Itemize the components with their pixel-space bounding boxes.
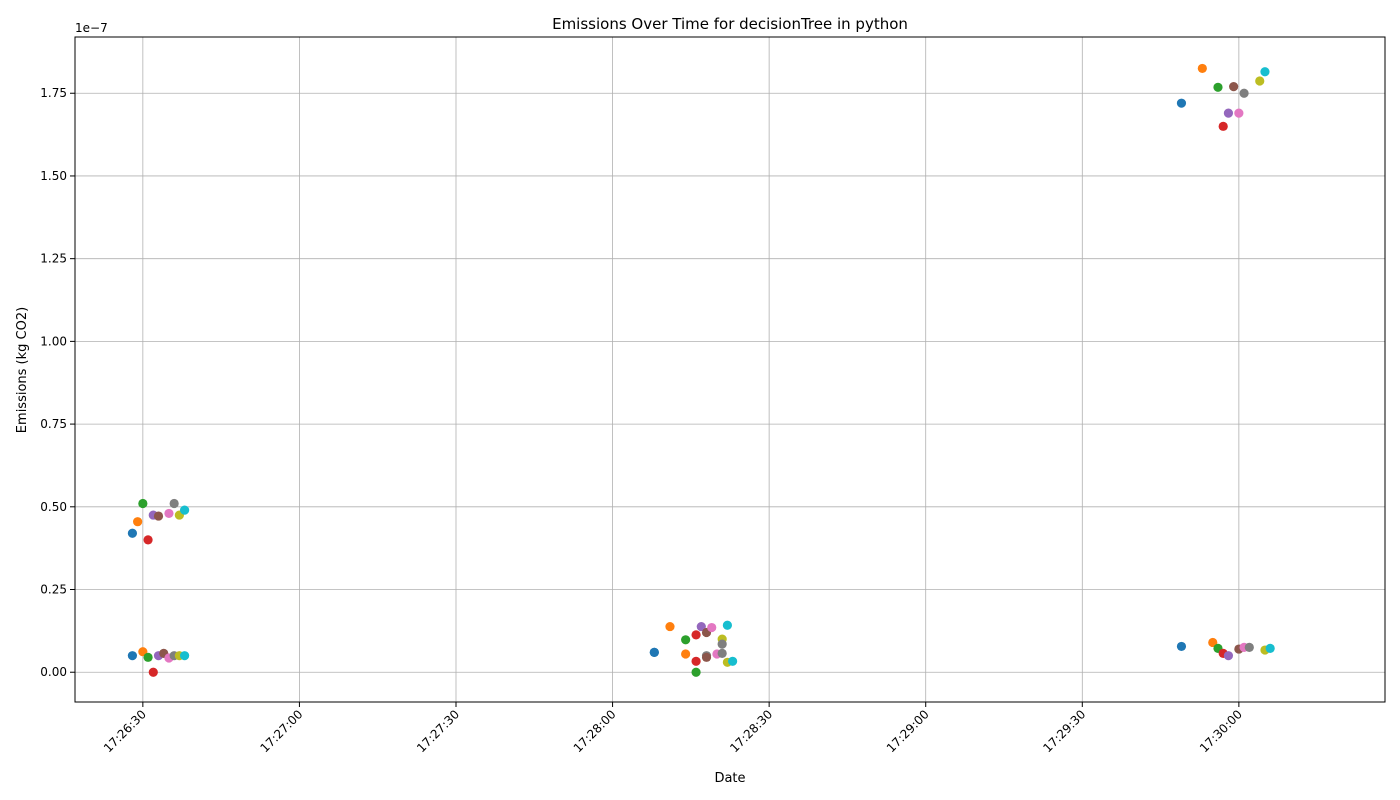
data-point (696, 621, 706, 632)
y-tick-label: 0.00 (40, 665, 67, 679)
data-point (133, 517, 143, 527)
x-tick-label: 17:29:30 (1040, 707, 1088, 755)
chart-title: Emissions Over Time for decisionTree in … (552, 15, 908, 33)
data-point (728, 656, 738, 666)
data-point (1260, 67, 1270, 77)
y-tick-label: 0.25 (40, 583, 67, 597)
data-point (681, 649, 691, 659)
y-tick-label: 1.50 (40, 169, 67, 183)
data-point (1255, 76, 1265, 86)
data-point (707, 622, 717, 633)
data-point (1176, 98, 1187, 108)
data-point (1239, 88, 1249, 98)
plot-frame (74, 36, 1386, 703)
data-point (1223, 651, 1234, 661)
data-point (1176, 641, 1187, 652)
axis-ticks: 17:26:30 17:27:00 17:27:30 17:28:00 17:28:30… (40, 86, 1245, 755)
data-point (180, 505, 190, 515)
data-point (717, 648, 727, 658)
y-tick-label: 0.75 (40, 417, 67, 431)
data-point (1265, 643, 1275, 654)
data-points (127, 63, 1275, 677)
data-point (164, 508, 174, 519)
data-point (1218, 121, 1228, 131)
data-point (701, 652, 712, 662)
data-point (1234, 108, 1244, 118)
data-point (1197, 63, 1207, 74)
data-point (665, 621, 675, 632)
y-tick-label: 0.50 (40, 500, 67, 514)
x-tick-label: 17:28:00 (571, 707, 619, 755)
grid-lines (75, 37, 1385, 702)
x-tick-label: 17:26:30 (101, 707, 149, 755)
data-point (143, 652, 153, 662)
data-point (649, 647, 659, 657)
data-point (691, 656, 701, 666)
y-axis-offset-label: 1e−7 (75, 21, 108, 35)
x-tick-label: 17:27:30 (414, 707, 462, 755)
x-tick-label: 17:30:00 (1197, 707, 1245, 755)
data-point (148, 667, 158, 677)
y-tick-label: 1.75 (40, 86, 67, 100)
data-point (153, 511, 164, 521)
data-point (180, 651, 190, 661)
data-point (681, 635, 691, 645)
data-point (1213, 82, 1223, 92)
y-tick-label: 1.25 (40, 252, 67, 266)
data-point (138, 498, 148, 509)
x-tick-label: 17:27:00 (258, 707, 306, 755)
y-axis-label: Emissions (kg CO2) (15, 307, 30, 433)
data-point (691, 630, 701, 640)
x-axis-label: Date (714, 771, 745, 786)
data-point (1229, 82, 1239, 92)
x-tick-label: 17:29:00 (884, 707, 932, 755)
data-point (143, 535, 153, 545)
data-point (1244, 642, 1254, 653)
y-tick-label: 1.00 (40, 334, 67, 348)
data-point (691, 667, 701, 677)
data-point (1208, 637, 1218, 648)
data-point (722, 620, 732, 630)
x-tick-label: 17:28:30 (727, 707, 775, 755)
data-point (1223, 108, 1234, 118)
data-point (169, 498, 179, 509)
data-point (127, 651, 138, 661)
data-point (717, 639, 727, 649)
data-point (127, 528, 138, 538)
